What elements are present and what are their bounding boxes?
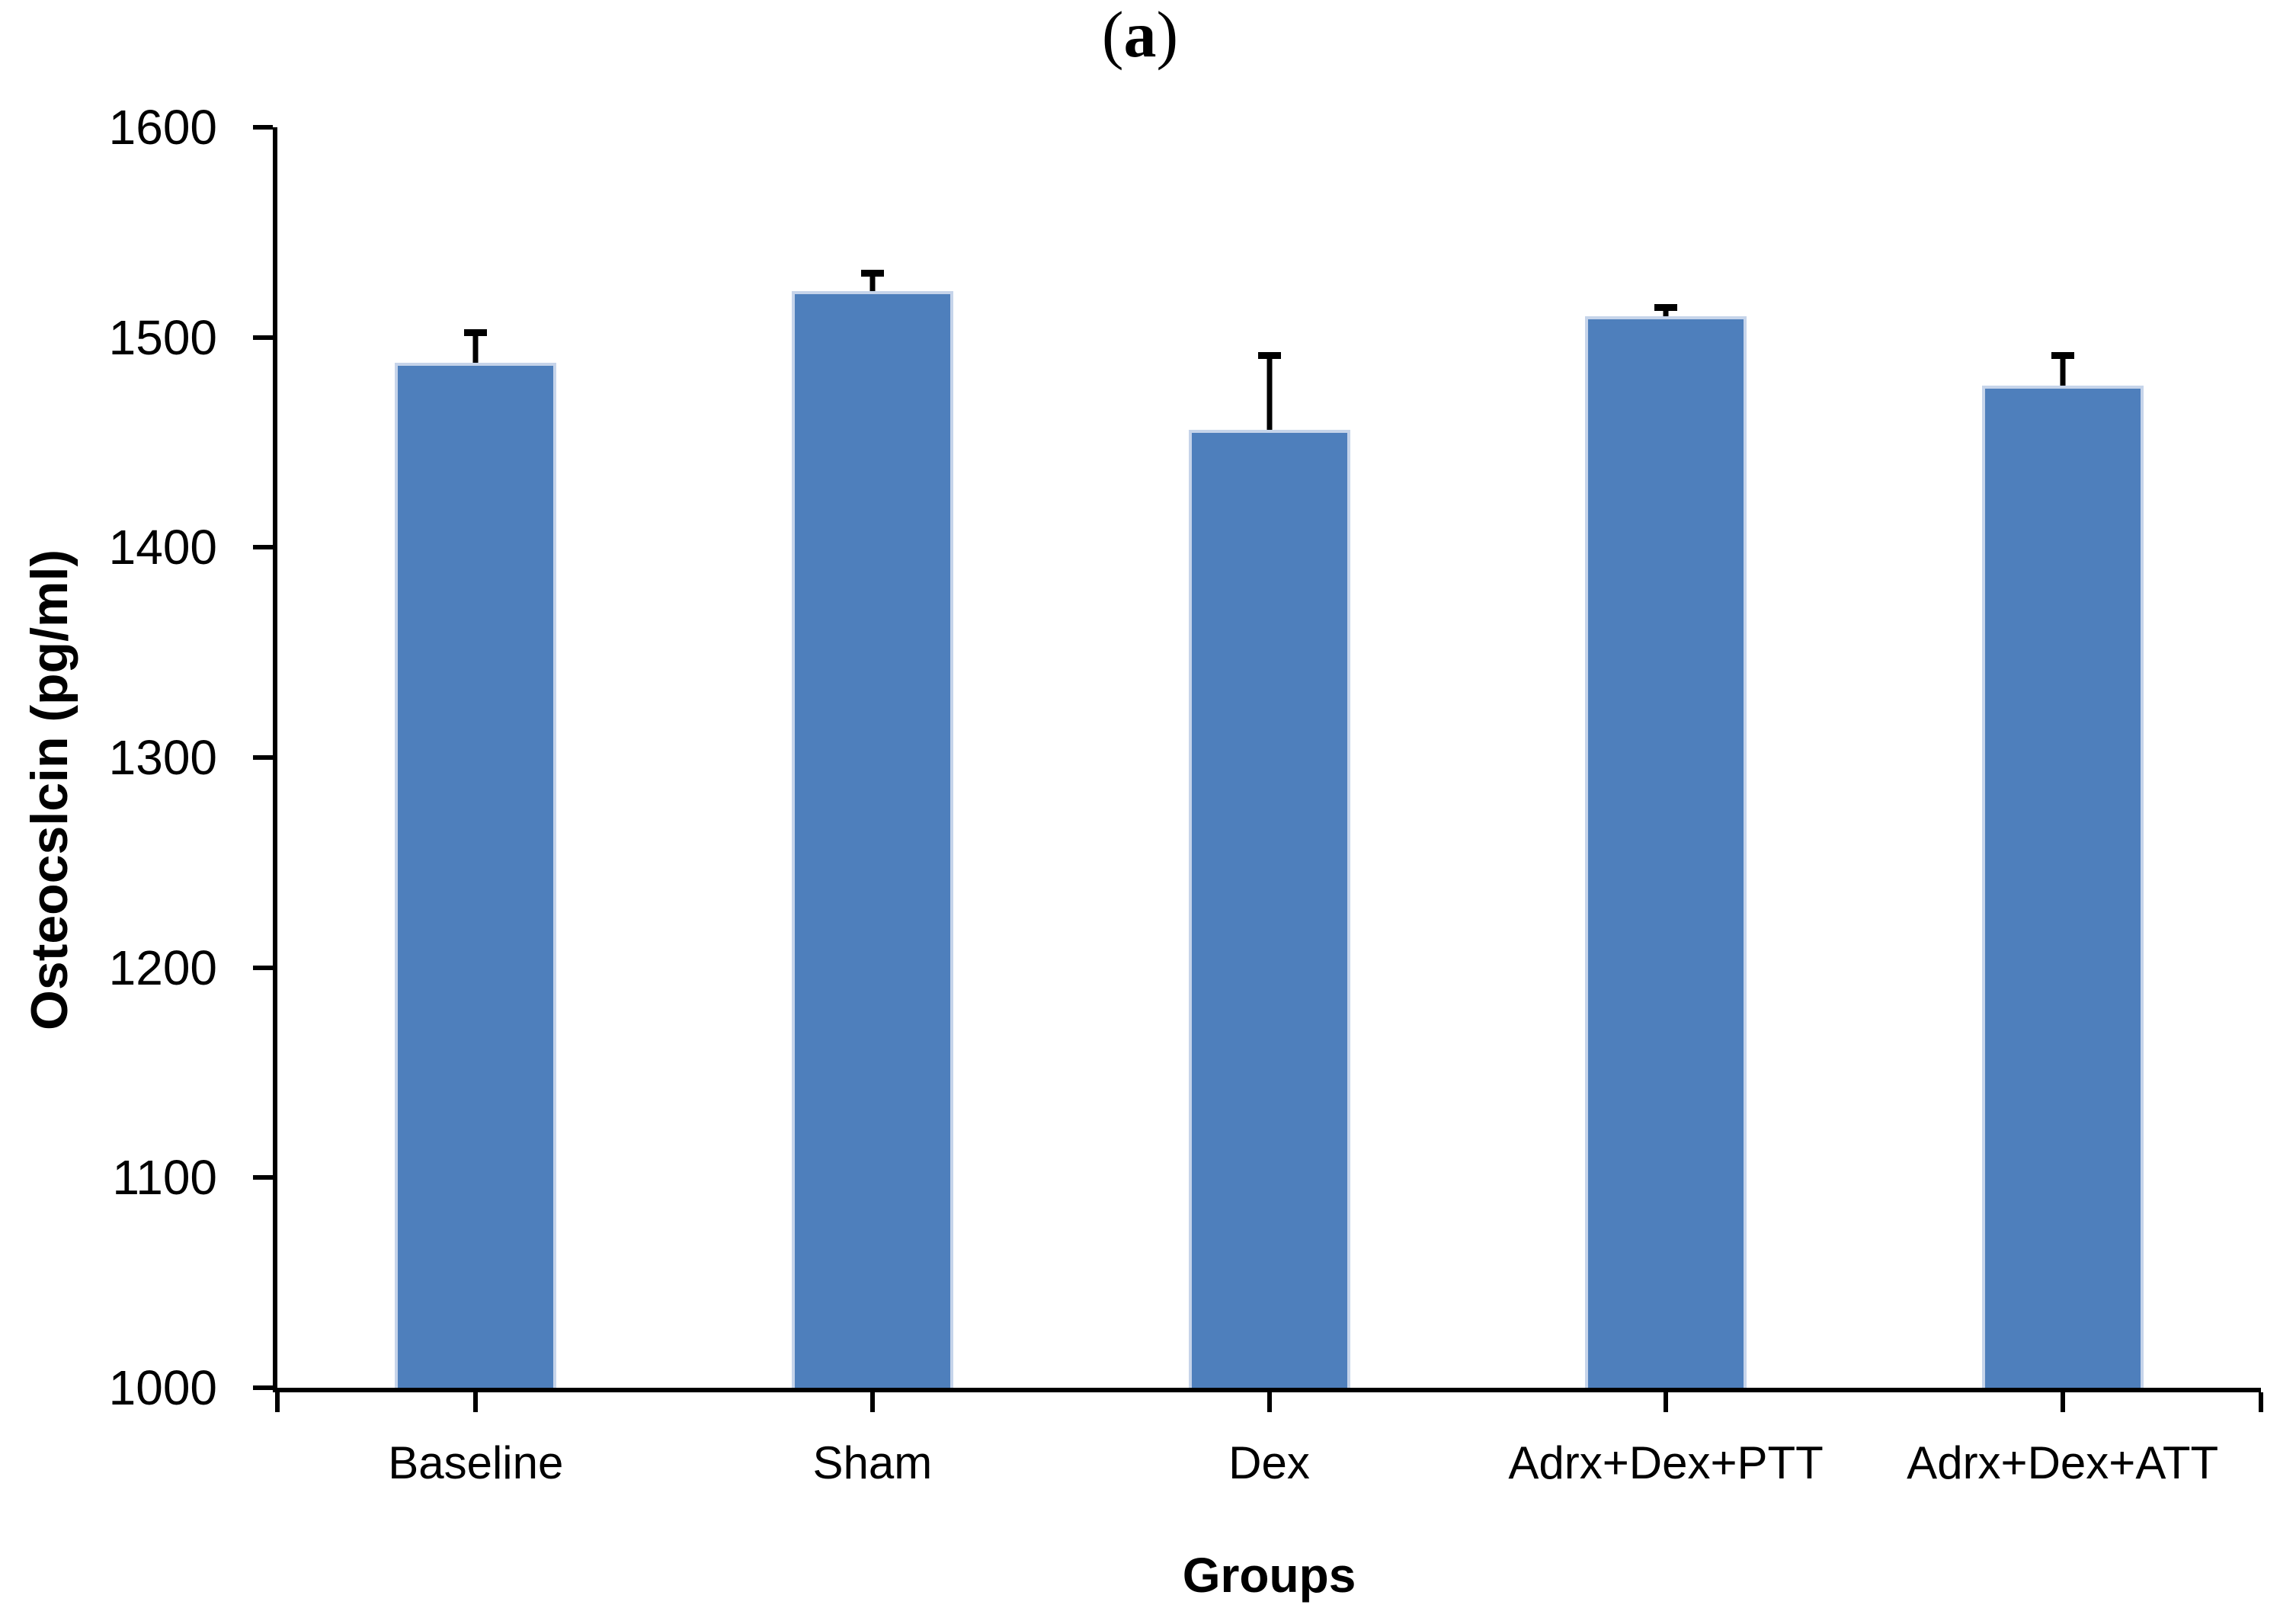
error-bar-cap-adrx-dex-att: [2051, 351, 2074, 359]
x-axis-tick-baseline: [473, 1392, 479, 1412]
x-category-label-adrx-dex-ptt: Adrx+Dex+PTT: [1508, 1437, 1824, 1488]
x-category-label-adrx-dex-att: Adrx+Dex+ATT: [1907, 1437, 2219, 1488]
y-axis-tick: [253, 1175, 273, 1180]
x-axis-end-tick: [275, 1392, 280, 1412]
y-tick-label: 1400: [108, 520, 217, 575]
bar-sham: [791, 291, 953, 1388]
figure-label-letter: a: [1123, 0, 1157, 71]
y-axis-tick: [253, 545, 273, 550]
y-tick-label: 1600: [108, 100, 217, 155]
figure-label-open-paren: (: [1101, 0, 1124, 71]
y-tick-label: 1000: [108, 1360, 217, 1415]
x-axis-tick-sham: [869, 1392, 875, 1412]
y-tick-label: 1500: [108, 309, 217, 365]
error-bar-cap-adrx-dex-ptt: [1654, 303, 1678, 311]
error-bar-cap-dex: [1257, 351, 1281, 359]
bar-adrx-dex-ptt: [1585, 316, 1747, 1388]
error-bar-cap-baseline: [464, 328, 488, 336]
x-category-label-baseline: Baseline: [388, 1437, 564, 1488]
y-axis-title: Osteocslcin (pg/ml): [21, 549, 78, 1031]
y-axis-tick: [253, 755, 273, 760]
y-tick-label: 1200: [108, 940, 217, 995]
bar-baseline: [395, 362, 557, 1388]
plot-area: 1000 1100 1200 1300 1400 1500 1600 Baseline Sham…: [109, 100, 2263, 1488]
error-bar-cap-sham: [860, 270, 884, 277]
y-axis-tick: [253, 125, 273, 130]
figure-label: (a): [0, 0, 2280, 69]
error-bar-sham: [869, 270, 876, 292]
y-axis-tick: [253, 335, 273, 340]
bar-dex: [1188, 429, 1350, 1388]
y-axis-tick: [253, 965, 273, 970]
x-category-label-sham: Sham: [812, 1437, 933, 1488]
error-bar-adrx-dex-att: [2060, 351, 2066, 386]
figure-label-close-paren: ): [1156, 0, 1179, 71]
y-tick-label: 1300: [108, 730, 217, 785]
bar-adrx-dex-att: [1981, 386, 2144, 1388]
y-axis-tick: [253, 1385, 273, 1390]
x-category-label-dex: Dex: [1228, 1437, 1310, 1488]
error-bar-dex: [1266, 351, 1272, 430]
x-axis-tick-dex: [1266, 1392, 1272, 1412]
error-bar-baseline: [472, 328, 479, 363]
x-axis-tick-adrx-dex-ptt: [1664, 1392, 1669, 1412]
y-tick-label: 1100: [112, 1150, 217, 1206]
x-axis-title: Groups: [1182, 1548, 1356, 1603]
x-axis-tick-adrx-dex-att: [2060, 1392, 2065, 1412]
x-axis-end-tick: [2259, 1392, 2263, 1412]
